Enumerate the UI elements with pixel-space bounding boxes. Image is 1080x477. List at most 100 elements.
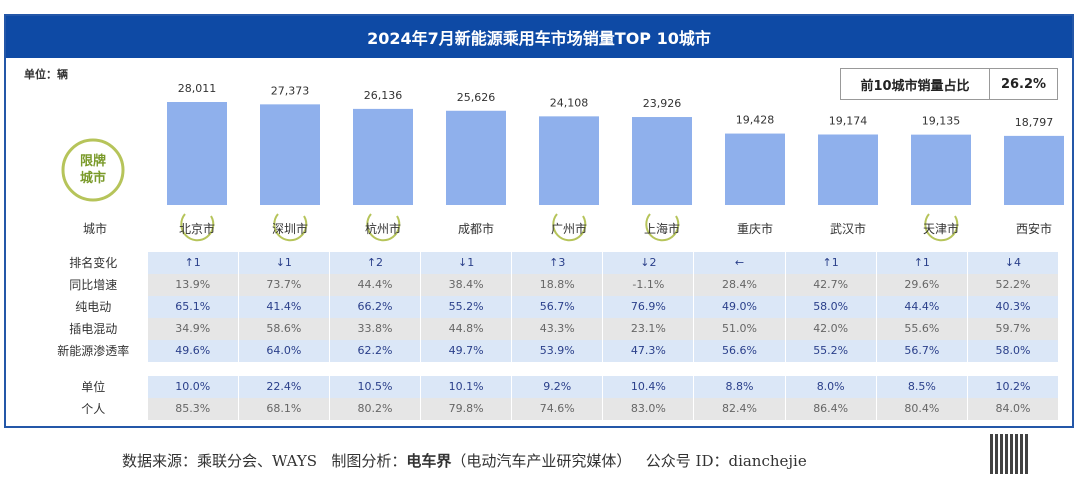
bar-value-label: 28,011 [178, 82, 217, 95]
bar-value-label: 27,373 [271, 84, 310, 97]
table-cell: 13.9% [146, 274, 238, 296]
unit-label: 单位：辆 [24, 68, 68, 81]
city-label: 杭州市 [365, 221, 401, 236]
row-label: 同比增速 [69, 278, 118, 292]
limited-city-badge [61, 138, 125, 202]
city-label: 西安市 [1016, 221, 1052, 236]
table-cell: 65.1% [146, 296, 238, 318]
table-cell: 10.5% [328, 376, 421, 398]
table-cell: 23.1% [602, 318, 694, 340]
table-cell: ↑2 [328, 252, 421, 274]
qr-code-icon [990, 434, 1030, 474]
row-label: 纯电动 [75, 300, 112, 314]
table-cell: 73.7% [237, 274, 329, 296]
table-cell: ↓1 [237, 252, 329, 274]
table-cell: 55.2% [420, 296, 512, 318]
table-cell: 44.8% [420, 318, 512, 340]
share-value: 26.2% [1000, 76, 1047, 92]
table-cell: 83.0% [602, 398, 694, 420]
bar-value-label: 23,926 [643, 97, 682, 110]
table-cell: 66.2% [328, 296, 421, 318]
table-cell: 68.1% [237, 398, 329, 420]
table-cell: 49.7% [420, 340, 512, 362]
bar [911, 134, 971, 205]
bar-value-label: 19,135 [922, 115, 961, 128]
table-cell: ← [693, 252, 785, 274]
city-row-label: 城市 [83, 221, 107, 236]
table-cell: 62.2% [328, 340, 421, 362]
city-label: 成都市 [458, 221, 494, 236]
city-label: 武汉市 [830, 221, 866, 236]
table-cell: 56.6% [693, 340, 785, 362]
table-cell: 53.9% [511, 340, 603, 362]
table-cell: 29.6% [875, 274, 967, 296]
table-cell: ↑1 [875, 252, 967, 274]
bar-value-label: 18,797 [1015, 116, 1054, 129]
table-cell: 42.0% [784, 318, 876, 340]
brand-desc: （电动汽车产业研究媒体） [451, 452, 632, 470]
bar-value-label: 19,428 [736, 114, 775, 127]
bar [353, 108, 413, 205]
table-cell: 18.8% [511, 274, 603, 296]
city-label: 北京市 [179, 221, 215, 236]
bar [167, 102, 227, 205]
table-cell: 8.5% [875, 376, 967, 398]
table-cell: ↑3 [511, 252, 603, 274]
share-label: 前10城市销量占比 [841, 69, 990, 99]
city-label: 广州市 [551, 221, 587, 236]
table-cell: 49.0% [693, 296, 785, 318]
table-cell: 41.4% [237, 296, 329, 318]
table-row: 纯电动 65.1% 41.4% 66.2% 55.2% 56.7% 76.9% 49.0% 58… [40, 296, 1059, 318]
table-cell: 56.7% [511, 296, 603, 318]
bar [1004, 135, 1064, 205]
table-cell: 10.1% [420, 376, 512, 398]
table-cell: 44.4% [875, 296, 967, 318]
table-cell: 74.6% [511, 398, 603, 420]
top10-share-box: 前10城市销量占比 26.2% [840, 68, 1058, 100]
table-row: 新能源渗透率 49.6% 64.0% 62.2% 49.7% 53.9% 47.3% 56.6… [40, 340, 1059, 362]
bar-value-label: 25,626 [457, 91, 496, 104]
account-id: 公众号 ID：dianchejie [645, 452, 807, 470]
table-cell: 10.2% [966, 376, 1059, 398]
limited-city-ring [273, 213, 308, 242]
footer: 数据来源：乘联分会、WAYS 制图分析：电车界（电动汽车产业研究媒体） 公众号 … [122, 450, 807, 471]
table-cell: ↓4 [966, 252, 1059, 274]
limited-city-label: 限牌城市 [79, 154, 106, 186]
table-cell: 80.4% [875, 398, 967, 420]
table-cell: 10.0% [146, 376, 238, 398]
table-cell: 58.0% [966, 340, 1059, 362]
table-row: 插电混动 34.9% 58.6% 33.8% 44.8% 43.3% 23.1% 51.0% 4… [40, 318, 1059, 340]
table-cell: 80.2% [328, 398, 421, 420]
limited-city-ring [366, 213, 401, 242]
table-row: 排名变化 ↑1 ↓1 ↑2 ↓1 ↑3 ↓2 ← ↑1 ↑1 ↓4 [40, 252, 1059, 274]
table-cell: 43.3% [511, 318, 603, 340]
city-label: 天津市 [923, 221, 959, 236]
table-cell: 8.8% [693, 376, 785, 398]
table-cell: 52.2% [966, 274, 1059, 296]
source-text: 数据来源：乘联分会、WAYS [122, 452, 318, 470]
table-cell: 58.0% [784, 296, 876, 318]
table-cell: 55.6% [875, 318, 967, 340]
table-cell: ↑1 [146, 252, 238, 274]
table-cell: 79.8% [420, 398, 512, 420]
limited-city-ring [180, 213, 215, 242]
table-cell: 82.4% [693, 398, 785, 420]
bar [539, 116, 599, 205]
table-cell: 10.4% [602, 376, 694, 398]
row-label: 插电混动 [69, 322, 118, 336]
table-cell: 85.3% [146, 398, 238, 420]
table-cell: 34.9% [146, 318, 238, 340]
table-cell: 44.4% [328, 274, 421, 296]
limited-city-ring [552, 213, 587, 242]
table-cell: 33.8% [328, 318, 421, 340]
city-label: 上海市 [644, 221, 680, 236]
table-cell: 58.6% [237, 318, 329, 340]
table-cell: -1.1% [602, 274, 694, 296]
chart-title: 2024年7月新能源乘用车市场销量TOP 10城市 [6, 16, 1072, 58]
table-cell: 9.2% [511, 376, 603, 398]
limited-city-ring [924, 213, 959, 242]
table-cell: 64.0% [237, 340, 329, 362]
table-cell: 47.3% [602, 340, 694, 362]
table-row: 同比增速 13.9% 73.7% 44.4% 38.4% 18.8% -1.1% 28.4% 4… [40, 274, 1059, 296]
bar [632, 117, 692, 205]
